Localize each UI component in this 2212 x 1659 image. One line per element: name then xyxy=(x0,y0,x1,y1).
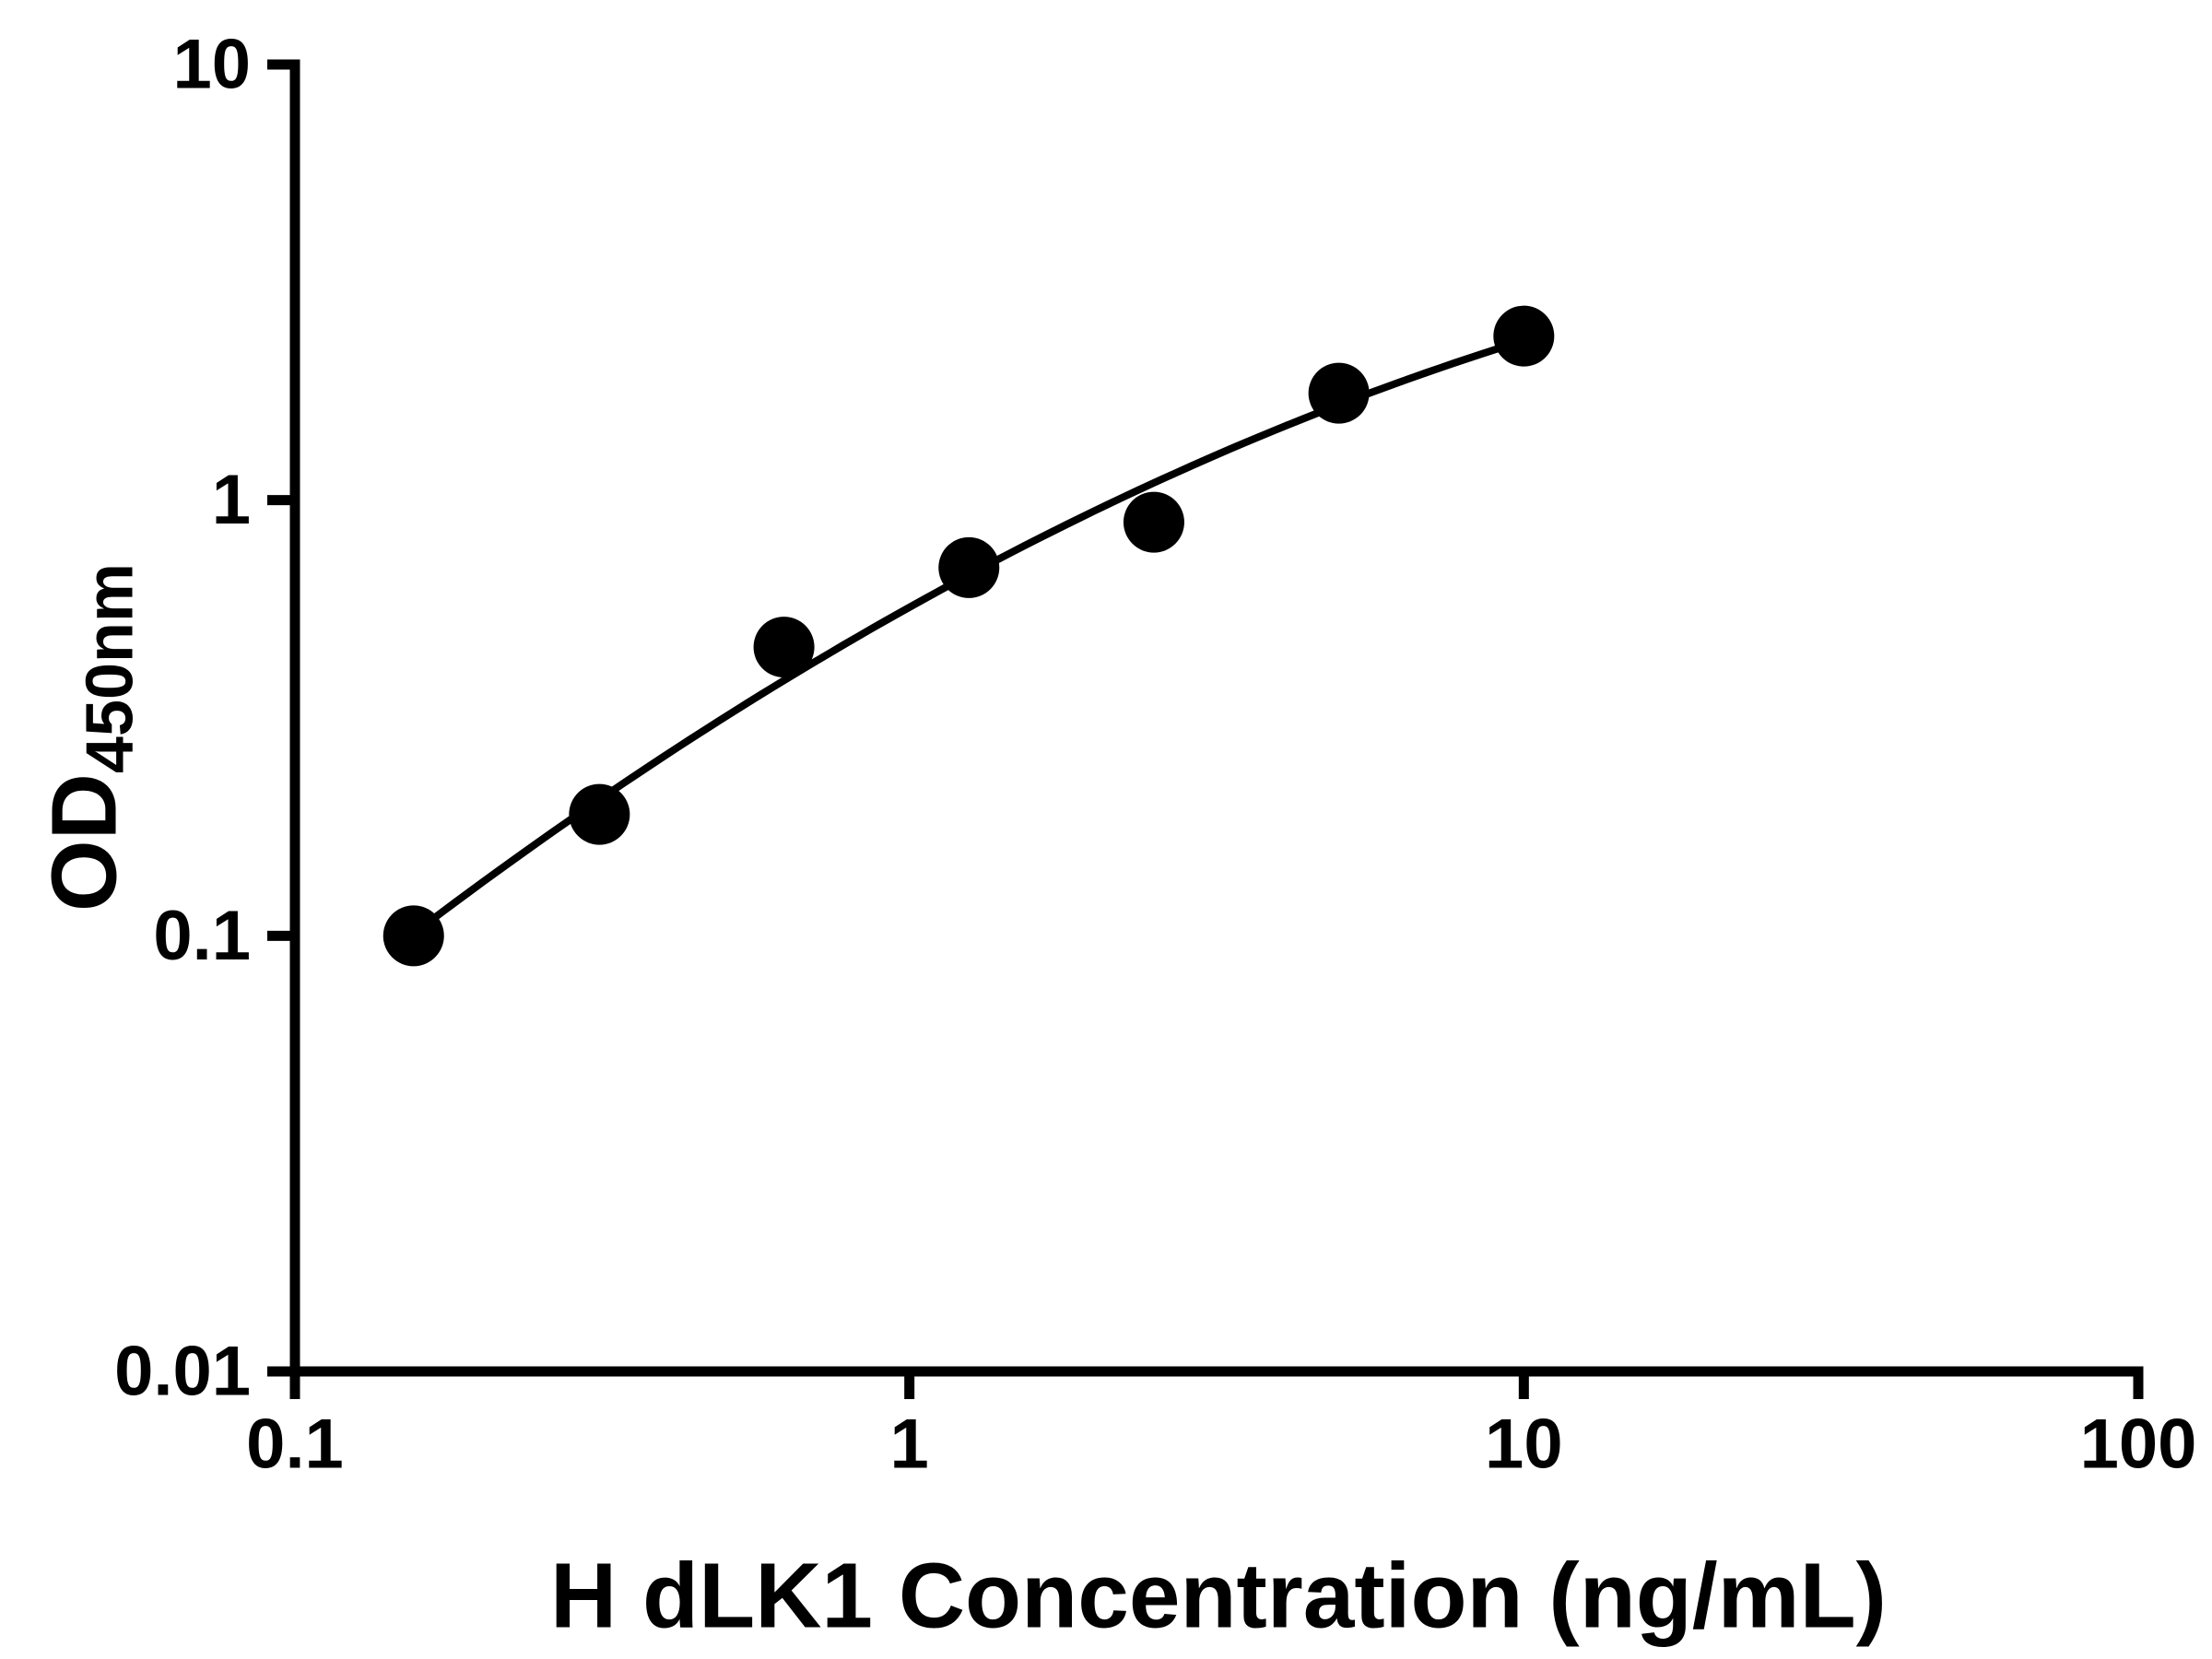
data-point xyxy=(1123,491,1184,553)
fit-curve xyxy=(409,336,1528,937)
data-point xyxy=(938,536,1000,598)
y-tick-label: 0.01 xyxy=(114,1333,251,1411)
y-axis-title-main: OD xyxy=(32,773,136,912)
y-tick-label: 1 xyxy=(212,461,251,539)
y-axis-title: OD450nm xyxy=(32,563,147,912)
axes-spine xyxy=(289,59,2144,1377)
x-tick-label: 1 xyxy=(890,1405,929,1483)
y-axis-title-sub: 450nm xyxy=(73,562,147,774)
data-point xyxy=(753,617,815,678)
x-axis-title: H dLK1 Concentration (ng/mL) xyxy=(550,1544,1887,1650)
y-tick-label: 10 xyxy=(172,26,251,104)
x-tick-label: 10 xyxy=(1485,1405,1563,1483)
x-tick-label: 100 xyxy=(2080,1405,2197,1483)
x-tick-label: 0.1 xyxy=(246,1405,344,1483)
data-point xyxy=(1308,362,1370,424)
data-point xyxy=(569,783,630,845)
x-axis-title-text: H dLK1 Concentration (ng/mL) xyxy=(550,1544,1887,1648)
y-tick-label: 0.1 xyxy=(153,897,251,975)
data-point xyxy=(382,905,444,967)
data-point xyxy=(1493,305,1555,367)
